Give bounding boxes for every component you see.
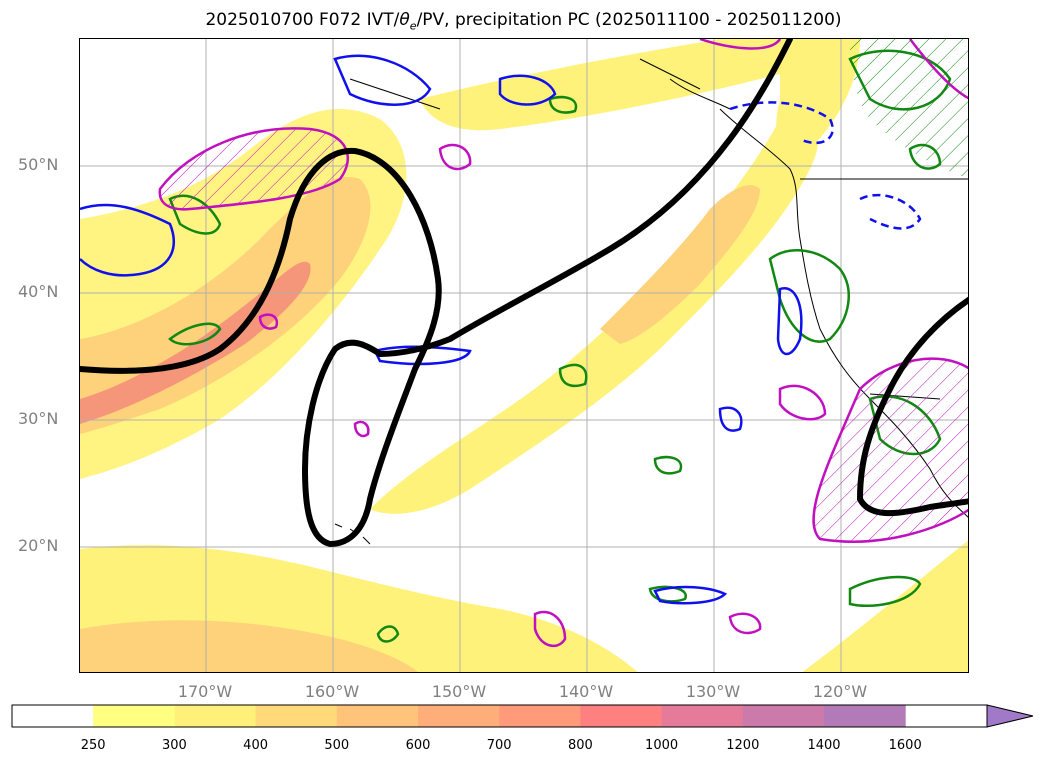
colorbar-segment <box>418 705 500 727</box>
map-svg <box>80 39 968 672</box>
colorbar-tick-label: 1400 <box>807 738 841 753</box>
colorbar-segment <box>336 705 419 727</box>
lat-label-20n: 20°N <box>18 536 59 555</box>
lon-label-150w: 150°W <box>431 682 487 701</box>
lon-label-170w: 170°W <box>177 682 233 701</box>
title-prefix: 2025010700 F072 IVT/ <box>205 10 400 30</box>
ivt-northeast <box>776 39 860 152</box>
colorbar-tick-label: 600 <box>405 738 431 753</box>
green-contour-east-pac <box>653 455 683 475</box>
coastline-alaska <box>639 58 731 110</box>
blue-contour-south <box>653 585 728 605</box>
ivt-southeast <box>802 540 968 672</box>
lon-label-120w: 120°W <box>812 682 868 701</box>
colorbar-segment <box>824 705 906 727</box>
pv-contour-southeast <box>856 296 968 517</box>
colorbar <box>11 704 1034 728</box>
green-contour-ar <box>168 322 222 346</box>
title-suffix: /PV, precipitation PC (2025011100 - 2025… <box>416 10 842 30</box>
title-theta-sub: e <box>409 19 417 33</box>
green-contour-south-mid <box>648 585 687 603</box>
pv-contours <box>80 39 968 548</box>
colorbar-extend-arrow <box>986 704 1034 728</box>
magenta-contour-center <box>353 420 370 438</box>
colorbar-tick-label: 800 <box>567 738 593 753</box>
lon-label-130w: 130°W <box>685 682 741 701</box>
lon-label-160w: 160°W <box>304 682 360 701</box>
green-contour-coast-large <box>768 249 850 343</box>
green-contour-central <box>558 363 588 388</box>
colorbar-segment <box>580 705 663 727</box>
ivt-central-mid <box>600 185 760 344</box>
title-theta: θ <box>399 10 410 30</box>
colorbar-tick-label: 1600 <box>888 738 922 753</box>
colorbar-tick-label: 300 <box>161 738 187 753</box>
coastline-aleutians <box>349 78 441 110</box>
blue-contour-north <box>333 54 432 106</box>
green-contour-south-west <box>376 625 400 643</box>
map-panel <box>79 38 969 673</box>
magenta-contour-east <box>778 384 827 421</box>
hatch-green-northeast <box>850 39 968 179</box>
colorbar-segment <box>255 705 338 727</box>
lat-label-30n: 30°N <box>18 409 59 428</box>
colorbar-tick-label: 700 <box>486 738 512 753</box>
lat-label-40n: 40°N <box>18 282 59 301</box>
colorbar-segment <box>742 705 825 727</box>
blue-contour-west <box>80 203 175 277</box>
green-contour-alaska <box>548 95 578 114</box>
colorbar-tick-label: 400 <box>243 738 268 753</box>
colorbar-segment <box>499 705 581 727</box>
blue-contour-alaska-gulf <box>498 74 557 106</box>
blue-contour-east <box>718 406 743 432</box>
colorbar-tick-label: 500 <box>324 738 350 753</box>
blue-contour-coast <box>776 287 803 356</box>
colorbar-segment <box>174 705 257 727</box>
lon-label-140w: 140°W <box>558 682 614 701</box>
hatch-magenta-southeast <box>813 358 968 542</box>
magenta-contour-nw-small <box>438 143 472 171</box>
colorbar-segments <box>12 705 906 727</box>
pv-contour-main <box>80 39 793 548</box>
colorbar-segment <box>661 705 744 727</box>
colorbar-tick-label: 1200 <box>726 738 760 753</box>
lat-label-50n: 50°N <box>18 155 59 174</box>
colorbar-outline <box>11 704 988 728</box>
colorbar-tick-label: 1000 <box>645 738 679 753</box>
green-contour-south-east <box>848 575 922 608</box>
blue-contour-central <box>373 345 472 366</box>
blue-contour-dashed-ne <box>859 193 922 230</box>
colorbar-segment <box>12 705 94 727</box>
ivt-central <box>370 116 819 514</box>
colorbar-segment <box>93 705 175 727</box>
colorbar-tick-label: 250 <box>80 738 106 753</box>
figure-title: 2025010700 F072 IVT/θe/PV, precipitation… <box>0 10 1047 32</box>
ivt-north <box>420 39 860 131</box>
magenta-contour-south <box>533 610 567 648</box>
magenta-contour-south-2 <box>728 612 762 635</box>
magenta-contour-ar <box>258 313 279 330</box>
